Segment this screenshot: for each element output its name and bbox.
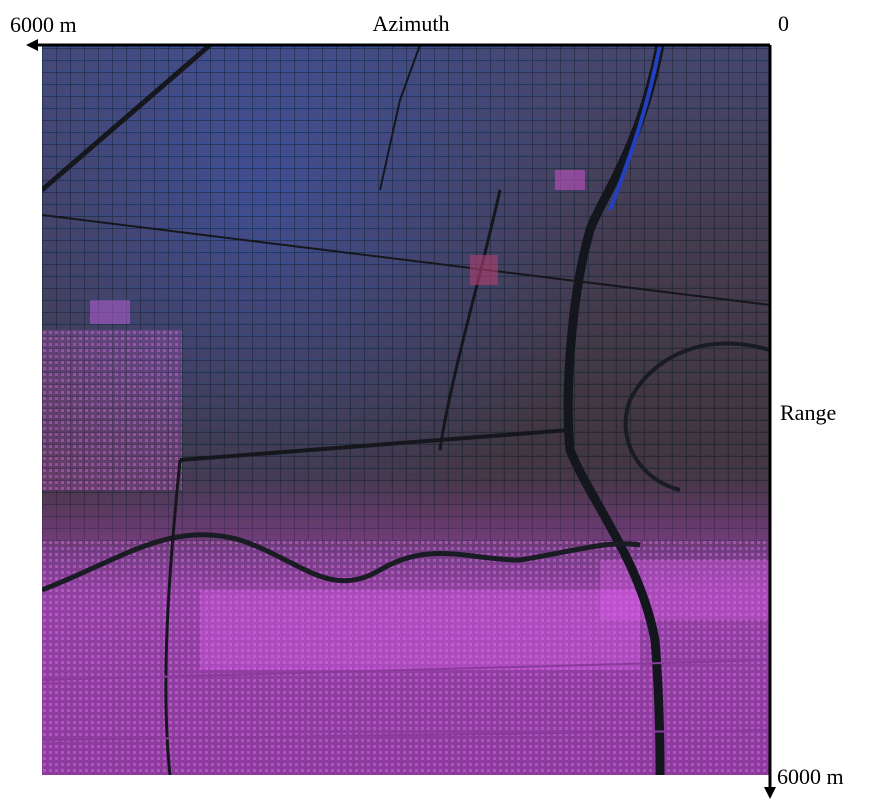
sar-image [42, 45, 770, 775]
azimuth-title: Azimuth [373, 11, 450, 36]
azimuth-end-label: 6000 m [10, 12, 77, 37]
figure: 6000 m Azimuth 0 Range 6000 m [0, 0, 870, 801]
range-arrowhead [764, 787, 776, 799]
azimuth-arrowhead [26, 39, 38, 51]
range-title: Range [780, 400, 836, 425]
range-end-label: 6000 m [777, 764, 844, 789]
azimuth-start-label: 0 [778, 11, 789, 36]
